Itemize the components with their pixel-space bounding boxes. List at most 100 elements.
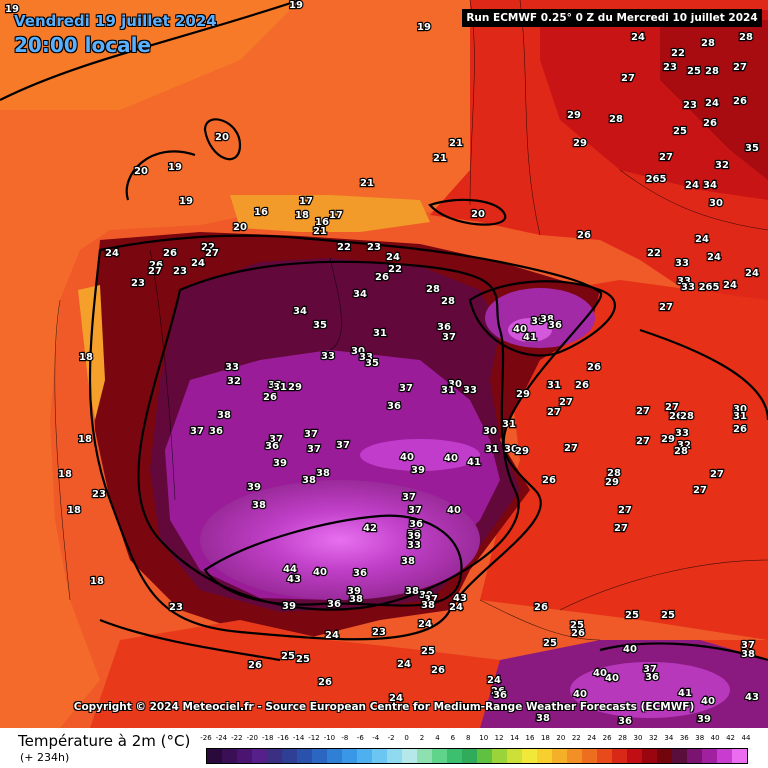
temperature-value: 42 <box>363 523 377 534</box>
scale-tick-label: -18 <box>261 734 274 742</box>
scale-tick-label: 0 <box>404 734 409 742</box>
temperature-value: 29 <box>288 382 302 393</box>
temperature-value: 24 <box>723 280 737 291</box>
temperature-value: 32 <box>677 440 691 451</box>
temperature-value: 30 <box>709 198 723 209</box>
scale-swatch <box>672 749 687 763</box>
temperature-value: 26 <box>703 118 717 129</box>
temperature-value: 24 <box>631 32 645 43</box>
temperature-value: 33 <box>321 351 335 362</box>
temperature-value: 31 <box>547 380 561 391</box>
temperature-value: 32 <box>227 376 241 387</box>
temperature-value: 26 <box>669 411 683 422</box>
temperature-value: 18 <box>79 352 93 363</box>
temperature-value: 32 <box>268 380 282 391</box>
scale-tick-label: 4 <box>435 734 440 742</box>
scale-tick-label: -6 <box>356 734 364 742</box>
temperature-value: 27 <box>636 406 650 417</box>
scale-swatch <box>357 749 372 763</box>
temperature-value: 37 <box>190 426 204 437</box>
scale-tick-label: 44 <box>741 734 751 742</box>
temperature-value: 27 <box>564 443 578 454</box>
scale-swatch <box>537 749 552 763</box>
scale-swatch <box>597 749 612 763</box>
temperature-value: 39 <box>347 586 361 597</box>
temperature-value: 25 <box>281 651 295 662</box>
temperature-value: 26 <box>733 424 747 435</box>
temperature-value: 25 <box>296 654 310 665</box>
forecast-local-time: 20:00 locale <box>14 33 151 57</box>
temperature-value: 38 <box>741 649 755 660</box>
temperature-value: 26 <box>542 475 556 486</box>
forecast-step: (+ 234h) <box>20 751 70 764</box>
temperature-value: 24 <box>745 268 759 279</box>
temperature-value: 28 <box>607 468 621 479</box>
contour-lines <box>0 0 768 662</box>
temperature-value: 26 <box>575 380 589 391</box>
temperature-value: 40 <box>593 668 607 679</box>
temperature-value: 29 <box>661 434 675 445</box>
temperature-value: 33 <box>675 428 689 439</box>
scale-tick-label: 8 <box>466 734 471 742</box>
scale-swatch <box>552 749 567 763</box>
temperature-value: 28 <box>701 38 715 49</box>
scale-swatch <box>702 749 717 763</box>
temperature-value: 21 <box>449 138 463 149</box>
temperature-value: 39 <box>697 714 711 725</box>
atlantic-region <box>0 0 470 728</box>
temperature-value: 37 <box>643 664 657 675</box>
temperature-value: 20 <box>471 209 485 220</box>
temperature-value: 24 <box>695 234 709 245</box>
temperature-value: 27 <box>148 266 162 277</box>
temperature-value: 27 <box>618 505 632 516</box>
temperature-value: 24 <box>449 602 463 613</box>
scale-swatch <box>492 749 507 763</box>
temperature-value: 33 <box>225 362 239 373</box>
scale-swatch <box>687 749 702 763</box>
scale-tick-label: -24 <box>215 734 228 742</box>
temperature-value: 44 <box>283 564 297 575</box>
scale-tick-label: 18 <box>540 734 550 742</box>
temperature-value: 36 <box>437 322 451 333</box>
temperature-value: 36 <box>493 690 507 701</box>
temperature-value: 33 <box>407 540 421 551</box>
temperature-value: 265 <box>699 282 720 293</box>
temperature-value: 38 <box>421 600 435 611</box>
temperature-value: 38 <box>217 410 231 421</box>
temperature-value: 33 <box>677 276 691 287</box>
temperature-value: 40 <box>444 453 458 464</box>
temperature-value: 31 <box>502 419 516 430</box>
temperature-value: 39 <box>247 482 261 493</box>
scale-swatch <box>282 749 297 763</box>
temperature-value: 38 <box>401 556 415 567</box>
color-scale-bar <box>206 748 748 764</box>
temperature-value: 37 <box>442 332 456 343</box>
temperature-value: 26 <box>587 362 601 373</box>
temperature-value: 35 <box>313 320 327 331</box>
scale-swatch <box>567 749 582 763</box>
temperature-value: 27 <box>559 397 573 408</box>
temperature-value: 38 <box>252 500 266 511</box>
scale-tick-label: -22 <box>231 734 243 742</box>
temperature-value: 27 <box>205 248 219 259</box>
scale-tick-label: 10 <box>479 734 489 742</box>
scale-swatch <box>717 749 732 763</box>
central-heat-band <box>360 439 480 471</box>
temperature-value: 36 <box>548 320 562 331</box>
temperature-value: 29 <box>515 446 529 457</box>
temperature-value: 40 <box>447 505 461 516</box>
temperature-value: 27 <box>614 523 628 534</box>
biscay-coast-region <box>230 195 430 232</box>
temperature-value: 29 <box>573 138 587 149</box>
temperature-value: 27 <box>621 73 635 84</box>
temperature-value: 18 <box>67 505 81 516</box>
scale-tick-label: 24 <box>587 734 597 742</box>
temperature-value: 43 <box>453 593 467 604</box>
temperature-value: 39 <box>282 601 296 612</box>
scale-swatch <box>312 749 327 763</box>
scale-tick-label: 36 <box>679 734 689 742</box>
color-scale-ticks: -26 -24 -22 -20 -18 -16 -14 -12 -10 -8 -6 -4 -2 0 2 4 6 8… <box>200 734 750 746</box>
temperature-value: 38 <box>405 586 419 597</box>
temperature-value: 34 <box>703 180 717 191</box>
scale-swatch <box>207 749 222 763</box>
